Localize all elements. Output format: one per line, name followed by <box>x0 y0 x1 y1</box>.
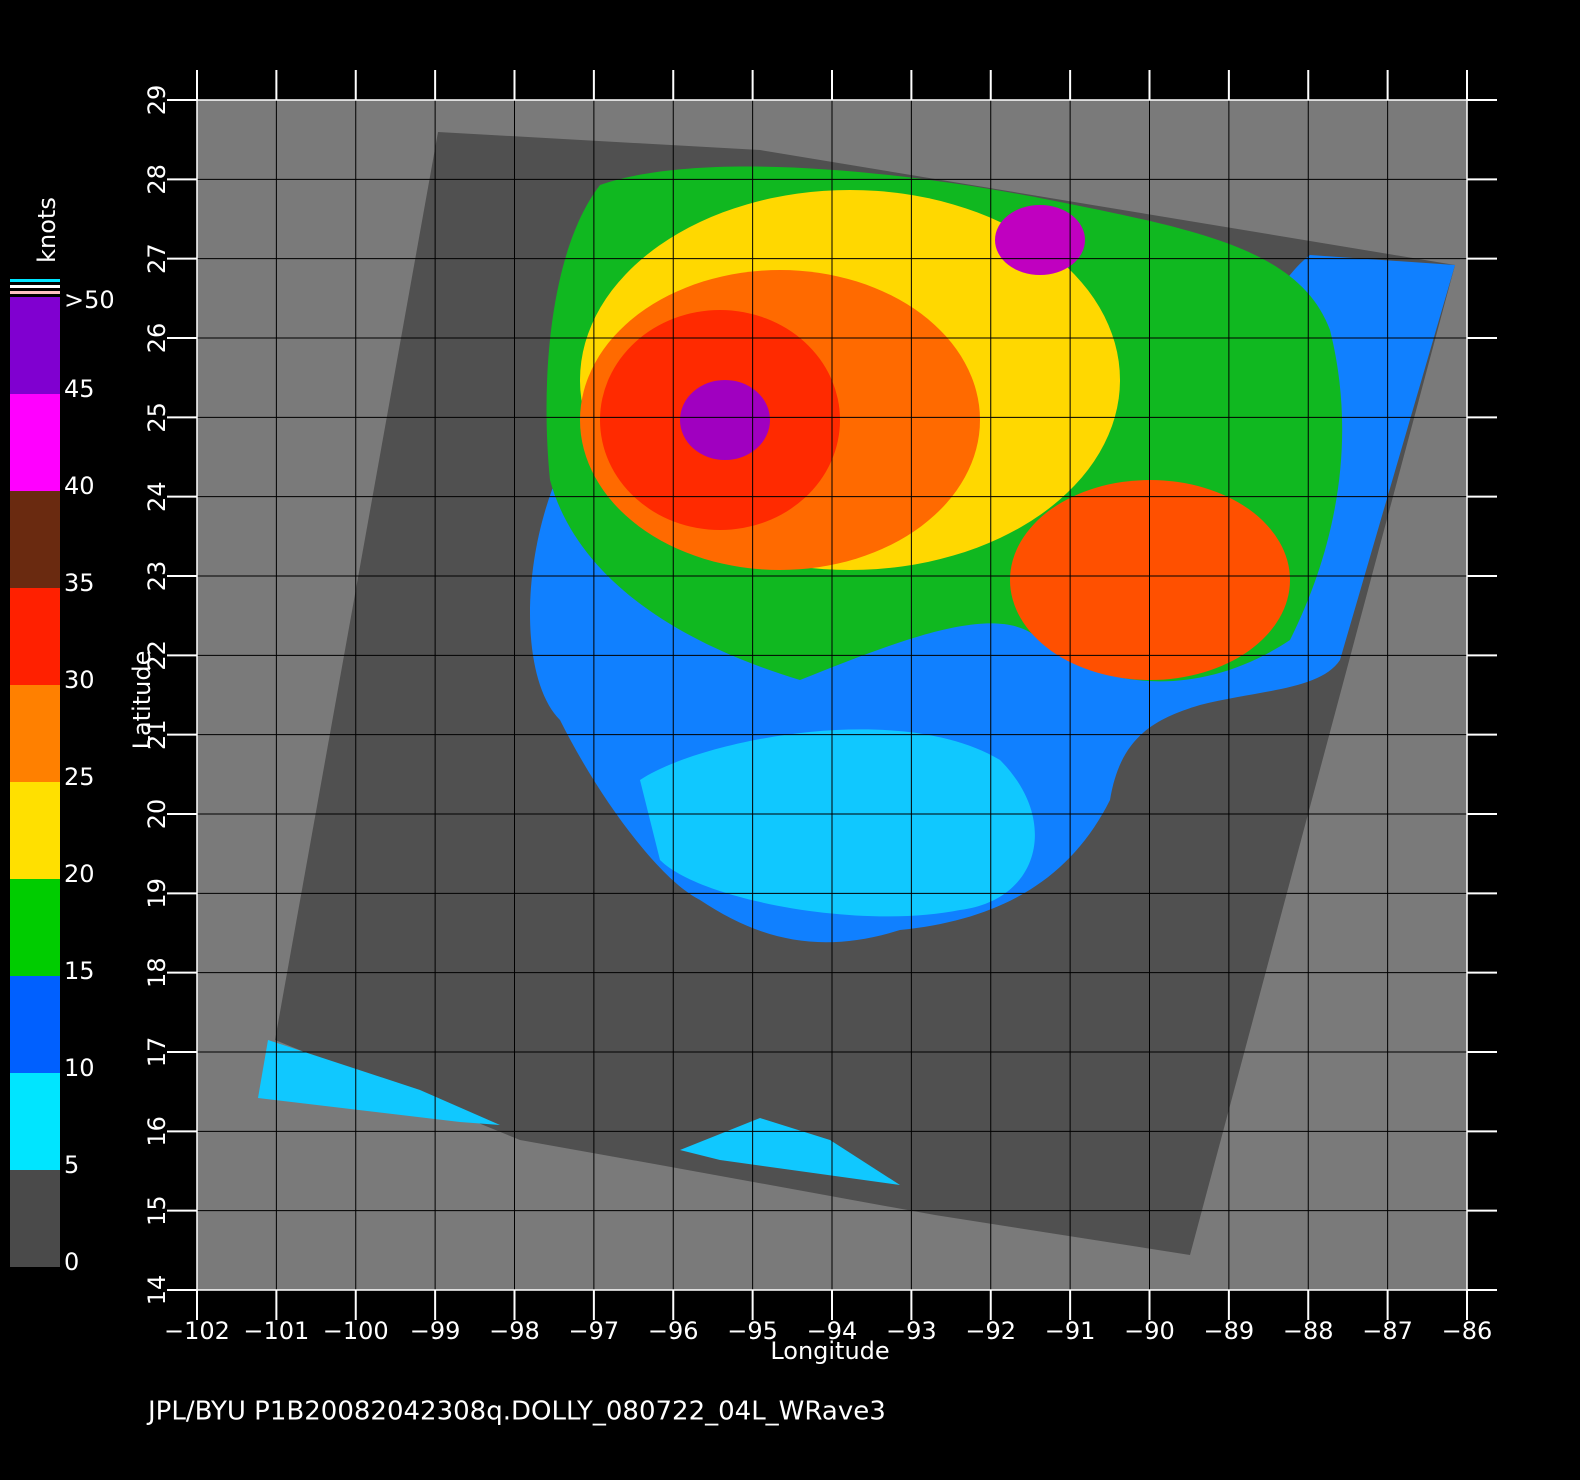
colorbar-tick-label: 0 <box>64 1248 79 1276</box>
x-tick-label: −86 <box>1442 1317 1493 1345</box>
axes: −102 −101 −100 −99 −98 −97 −96 −95 −94 −93 −92 −91−… <box>10 70 1497 1345</box>
colorbar-tick-label: >50 <box>64 286 115 314</box>
colorbar-segment <box>10 1170 60 1267</box>
x-tick-label: −91 <box>1045 1317 1096 1345</box>
colorbar-tick-label: 35 <box>64 569 95 597</box>
x-tick-label: −89 <box>1204 1317 1255 1345</box>
y-tick-label: 29 <box>143 85 171 116</box>
x-tick-label: −87 <box>1362 1317 1413 1345</box>
plot-frame <box>196 99 1468 1291</box>
colorbar-segment <box>10 976 60 1073</box>
y-tick-label: 16 <box>143 1116 171 1147</box>
colorbar-tick-label: 20 <box>64 860 95 888</box>
y-axis-label: Latitude <box>128 651 156 750</box>
colorbar-tick-label: 5 <box>64 1151 79 1179</box>
y-tick-label: 27 <box>143 243 171 274</box>
colorbar-tick-label: 10 <box>64 1054 95 1082</box>
colorbar-tick-label: 25 <box>64 763 95 791</box>
colorbar-label: knots <box>33 197 61 263</box>
colorbar-segment <box>10 685 60 782</box>
colorbar-segment <box>10 297 60 394</box>
colorbar-segment <box>10 879 60 976</box>
x-tick-label: −94 <box>807 1317 858 1345</box>
y-tick-label: 20 <box>143 799 171 830</box>
colorbar-segment <box>10 394 60 491</box>
colorbar-cap <box>10 285 60 288</box>
x-tick-label: −101 <box>243 1317 309 1345</box>
x-tick-label: −97 <box>569 1317 620 1345</box>
colorbar-tick-label: 45 <box>64 375 95 403</box>
colorbar-cap <box>10 279 60 282</box>
x-tick-label: −90 <box>1124 1317 1175 1345</box>
y-tick-label: 26 <box>143 323 171 354</box>
x-tick-label: −96 <box>648 1317 699 1345</box>
low-wind-region <box>640 729 1035 917</box>
x-tick-label: −99 <box>410 1317 461 1345</box>
swath-fragment <box>680 1118 900 1185</box>
x-tick-label: −92 <box>965 1317 1016 1345</box>
x-tick-label: −102 <box>164 1317 230 1345</box>
colorbar-segment <box>10 1073 60 1170</box>
y-tick-label: 21 <box>143 719 171 750</box>
x-tick-label: −88 <box>1283 1317 1334 1345</box>
y-tick-label: 28 <box>143 164 171 195</box>
colorbar-tick-label: 30 <box>64 666 95 694</box>
colorbar-segment <box>10 782 60 879</box>
x-tick-label: −100 <box>323 1317 389 1345</box>
y-tick-label: 15 <box>143 1195 171 1226</box>
x-tick-label: −95 <box>727 1317 778 1345</box>
footer: JPL/BYU P1B20082042308q.DOLLY_080722_04L… <box>146 1397 886 1427</box>
colorbar-segment <box>10 491 60 588</box>
swath-fragment <box>258 1040 500 1125</box>
y-tick-label: 18 <box>143 957 171 988</box>
x-tick-label: −93 <box>886 1317 937 1345</box>
y-tick-label: 14 <box>143 1275 171 1306</box>
x-tick-label: −98 <box>489 1317 540 1345</box>
colorbar-tick-label: 15 <box>64 957 95 985</box>
colorbar-segment <box>10 588 60 685</box>
colorbar-tick-label: 40 <box>64 472 95 500</box>
y-tick-label: 17 <box>143 1037 171 1068</box>
x-axis-label: Longitude <box>770 1337 889 1365</box>
y-tick-label: 19 <box>143 878 171 909</box>
y-tick-label: 23 <box>143 561 171 592</box>
y-tick-label: 25 <box>143 402 171 433</box>
storm-core <box>680 380 770 460</box>
strong-wind-region <box>995 205 1085 275</box>
y-tick-label: 24 <box>143 481 171 512</box>
y-tick-label: 22 <box>143 640 171 671</box>
colorbar-cap <box>10 291 60 294</box>
